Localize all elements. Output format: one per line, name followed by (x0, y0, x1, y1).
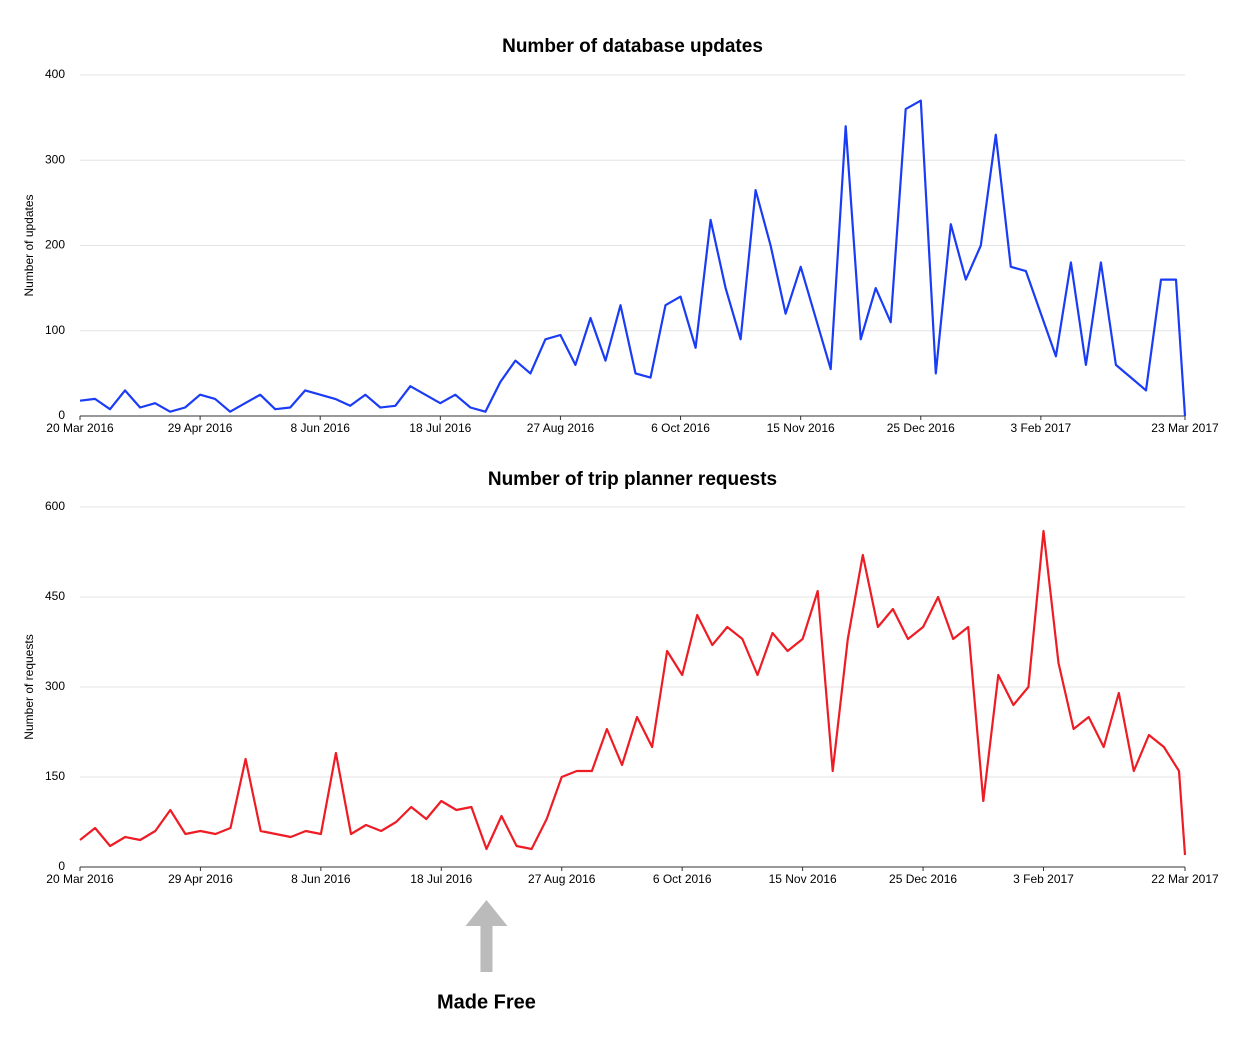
x-tick-label: 15 Nov 2016 (769, 872, 837, 886)
y-axis-label: Number of updates (22, 194, 36, 296)
x-tick-label: 27 Aug 2016 (527, 421, 595, 435)
y-tick-label: 600 (45, 499, 65, 513)
x-tick-label: 22 Mar 2017 (1151, 872, 1219, 886)
x-tick-label: 18 Jul 2016 (410, 872, 472, 886)
x-tick-label: 23 Mar 2017 (1151, 421, 1219, 435)
annotation-text: Made Free (437, 991, 536, 1013)
x-tick-label: 20 Mar 2016 (46, 421, 114, 435)
annotation-arrow (465, 900, 508, 972)
data-line (79, 529, 1187, 856)
y-tick-label: 0 (58, 408, 65, 422)
x-tick-label: 6 Oct 2016 (653, 872, 712, 886)
y-tick-label: 150 (45, 769, 65, 783)
y-tick-label: 400 (45, 67, 65, 81)
chart-title: Number of database updates (502, 36, 763, 57)
x-tick-label: 25 Dec 2016 (889, 872, 957, 886)
x-tick-label: 6 Oct 2016 (651, 421, 710, 435)
x-tick-label: 15 Nov 2016 (767, 421, 835, 435)
y-axis-label: Number of requests (22, 634, 36, 739)
x-tick-label: 29 Apr 2016 (168, 872, 233, 886)
y-tick-label: 200 (45, 238, 65, 252)
x-tick-label: 29 Apr 2016 (168, 421, 233, 435)
y-tick-label: 300 (45, 679, 65, 693)
x-tick-label: 8 Jun 2016 (291, 872, 351, 886)
y-tick-label: 450 (45, 589, 65, 603)
x-tick-label: 8 Jun 2016 (291, 421, 351, 435)
chart-title: Number of trip planner requests (488, 469, 777, 490)
data-line (79, 99, 1187, 417)
y-tick-label: 100 (45, 323, 65, 337)
x-tick-label: 3 Feb 2017 (1013, 872, 1074, 886)
y-tick-label: 0 (58, 859, 65, 873)
x-tick-label: 20 Mar 2016 (46, 872, 114, 886)
x-tick-label: 18 Jul 2016 (409, 421, 471, 435)
x-tick-label: 3 Feb 2017 (1011, 421, 1072, 435)
x-tick-label: 27 Aug 2016 (528, 872, 596, 886)
x-tick-label: 25 Dec 2016 (887, 421, 955, 435)
y-tick-label: 300 (45, 152, 65, 166)
